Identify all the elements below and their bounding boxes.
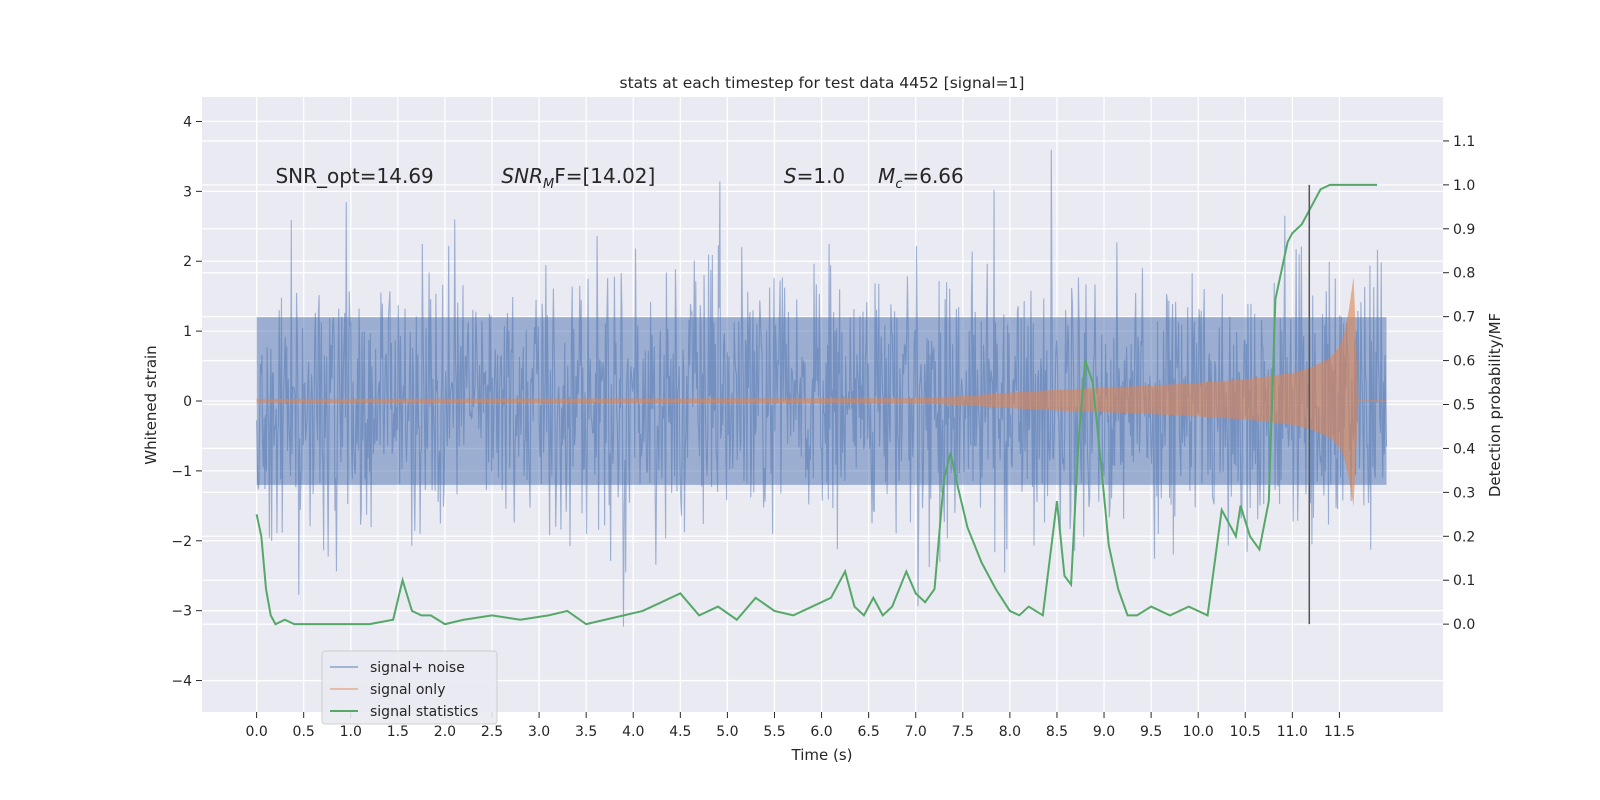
- legend: signal+ noise signal only signal statistic…: [321, 650, 498, 725]
- annotation-sub: M: [543, 177, 554, 192]
- legend-label: signal only: [370, 682, 445, 698]
- x-tick-label: 1.0: [340, 724, 362, 740]
- y2-tick-label: 0.4: [1453, 441, 1475, 457]
- y-tick-label: 4: [183, 114, 192, 130]
- annotation-main: SNR: [501, 164, 543, 188]
- annotation-rest: =6.66: [902, 164, 963, 188]
- x-tick-label: 10.5: [1230, 724, 1261, 740]
- y2-tick-label: 0.7: [1453, 310, 1475, 326]
- x-tick-label: 2.0: [434, 724, 456, 740]
- chart-title: stats at each timestep for test data 445…: [620, 74, 1025, 92]
- annotation-rest: F=[14.02]: [554, 164, 655, 188]
- x-tick-label: 8.5: [1046, 724, 1068, 740]
- legend-label: signal statistics: [370, 704, 478, 720]
- annotation-1: SNRMF=[14.02]: [501, 164, 655, 192]
- x-tick-label: 3.0: [528, 724, 550, 740]
- y2-tick-label: 0.1: [1453, 573, 1475, 589]
- series-signal-statistics: [255, 183, 1378, 626]
- y-tick-label: −4: [171, 674, 192, 690]
- x-tick-label: 2.5: [481, 724, 503, 740]
- y-axis-label: Whitened strain: [142, 345, 160, 464]
- plot-area: [255, 149, 1388, 627]
- annotation-3: Mc=6.66: [878, 164, 964, 192]
- y-tick-label: −2: [171, 534, 192, 550]
- x-tick-label: 6.5: [858, 724, 880, 740]
- x-tick-label: 11.5: [1324, 724, 1355, 740]
- x-tick-label: 0.0: [245, 724, 267, 740]
- x-tick-label: 8.0: [999, 724, 1021, 740]
- x-tick-label: 4.0: [622, 724, 644, 740]
- ticks: 0.0 0.5 1.0 1.5 2.0 2.5 3.0 3.5 4.0 4.5 5.0 5.5 6.0 6…: [171, 114, 1475, 740]
- annotation-main: SNR_opt=14.69: [275, 164, 433, 188]
- x-tick-label: 9.5: [1140, 724, 1162, 740]
- y2-tick-label: 0.9: [1453, 222, 1475, 238]
- x-tick-label: 4.5: [669, 724, 691, 740]
- x-axis-label: Time (s): [791, 746, 853, 764]
- y2-tick-label: 0.2: [1453, 529, 1475, 545]
- y2-tick-label: 0.3: [1453, 485, 1475, 501]
- x-tick-label: 6.0: [810, 724, 832, 740]
- y-tick-label: −3: [171, 604, 192, 620]
- annotation-2: S=1.0: [784, 164, 845, 188]
- annotation-main: M: [878, 164, 895, 188]
- y-tick-label: 3: [183, 184, 192, 200]
- annotation-main: S: [784, 164, 797, 188]
- y-tick-label: −1: [171, 464, 192, 480]
- x-tick-label: 5.5: [763, 724, 785, 740]
- x-tick-label: 0.5: [293, 724, 315, 740]
- y2-tick-label: 0.5: [1453, 398, 1475, 414]
- annotations: SNR_opt=14.69 SNRMF=[14.02] S=1.0 Mc=6.66: [275, 164, 963, 192]
- x-tick-label: 3.5: [575, 724, 597, 740]
- y-tick-label: 1: [183, 324, 192, 340]
- series-signal-only: [256, 276, 1359, 507]
- y2-tick-label: 1.1: [1453, 134, 1475, 150]
- x-tick-label: 5.0: [716, 724, 738, 740]
- annotation-sub: c: [895, 177, 902, 192]
- annotation-rest: =1.0: [797, 164, 846, 188]
- x-tick-label: 10.0: [1183, 724, 1214, 740]
- legend-box: [321, 650, 498, 725]
- x-tick-label: 7.5: [952, 724, 974, 740]
- y2-axis-label: Detection probability/MF: [1486, 313, 1504, 497]
- y2-tick-label: 0.8: [1453, 266, 1475, 282]
- x-tick-label: 11.0: [1277, 724, 1308, 740]
- y2-tick-label: 1.0: [1453, 178, 1475, 194]
- y-tick-label: 0: [183, 394, 192, 410]
- y2-tick-label: 0.0: [1453, 617, 1475, 633]
- x-tick-label: 9.0: [1093, 724, 1115, 740]
- y-tick-label: 2: [183, 254, 192, 270]
- legend-label: signal+ noise: [370, 660, 465, 676]
- y2-tick-label: 0.6: [1453, 354, 1475, 370]
- annotation-0: SNR_opt=14.69: [275, 164, 433, 188]
- x-tick-label: 1.5: [387, 724, 409, 740]
- x-tick-label: 7.0: [905, 724, 927, 740]
